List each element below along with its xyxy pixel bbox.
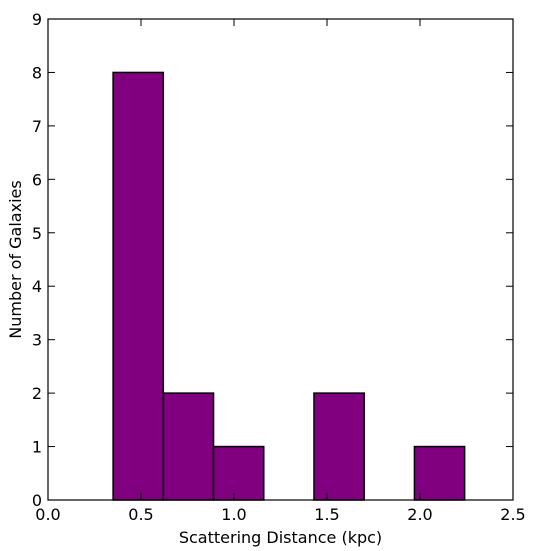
histogram-bar-2 [212, 445, 265, 501]
x-tick-label-0: 0.0 [35, 505, 60, 524]
y-tick-labels: 0 1 2 3 4 5 6 7 8 9 [32, 10, 42, 510]
y-tick-label-6: 6 [32, 170, 42, 189]
ticks-layer [47, 18, 514, 501]
y-tick-label-3: 3 [32, 331, 42, 350]
x-tick-label-4: 2.0 [407, 505, 432, 524]
y-tick-label-1: 1 [32, 438, 42, 457]
y-tick-label-8: 8 [32, 63, 42, 82]
plot-frame [47, 18, 514, 501]
x-tick-labels: 0.0 0.5 1.0 1.5 2.0 2.5 [35, 505, 525, 524]
histogram-bar-0 [112, 71, 165, 501]
x-tick-label-5: 2.5 [500, 505, 525, 524]
y-axis-title: Number of Galaxies [6, 180, 25, 338]
x-tick-label-3: 1.5 [314, 505, 339, 524]
histogram-bar-1 [162, 392, 215, 501]
y-tick-label-5: 5 [32, 224, 42, 243]
y-tick-label-4: 4 [32, 277, 42, 296]
bars-layer [112, 71, 466, 501]
histogram-bar-3 [313, 392, 365, 501]
y-tick-label-7: 7 [32, 117, 42, 136]
y-tick-label-2: 2 [32, 384, 42, 403]
histogram-bar-4 [413, 445, 466, 501]
y-tick-label-9: 9 [32, 10, 42, 29]
x-axis-title: Scattering Distance (kpc) [179, 528, 382, 547]
y-tick-label-0: 0 [32, 491, 42, 510]
x-tick-label-2: 1.0 [221, 505, 246, 524]
x-tick-label-1: 0.5 [128, 505, 153, 524]
